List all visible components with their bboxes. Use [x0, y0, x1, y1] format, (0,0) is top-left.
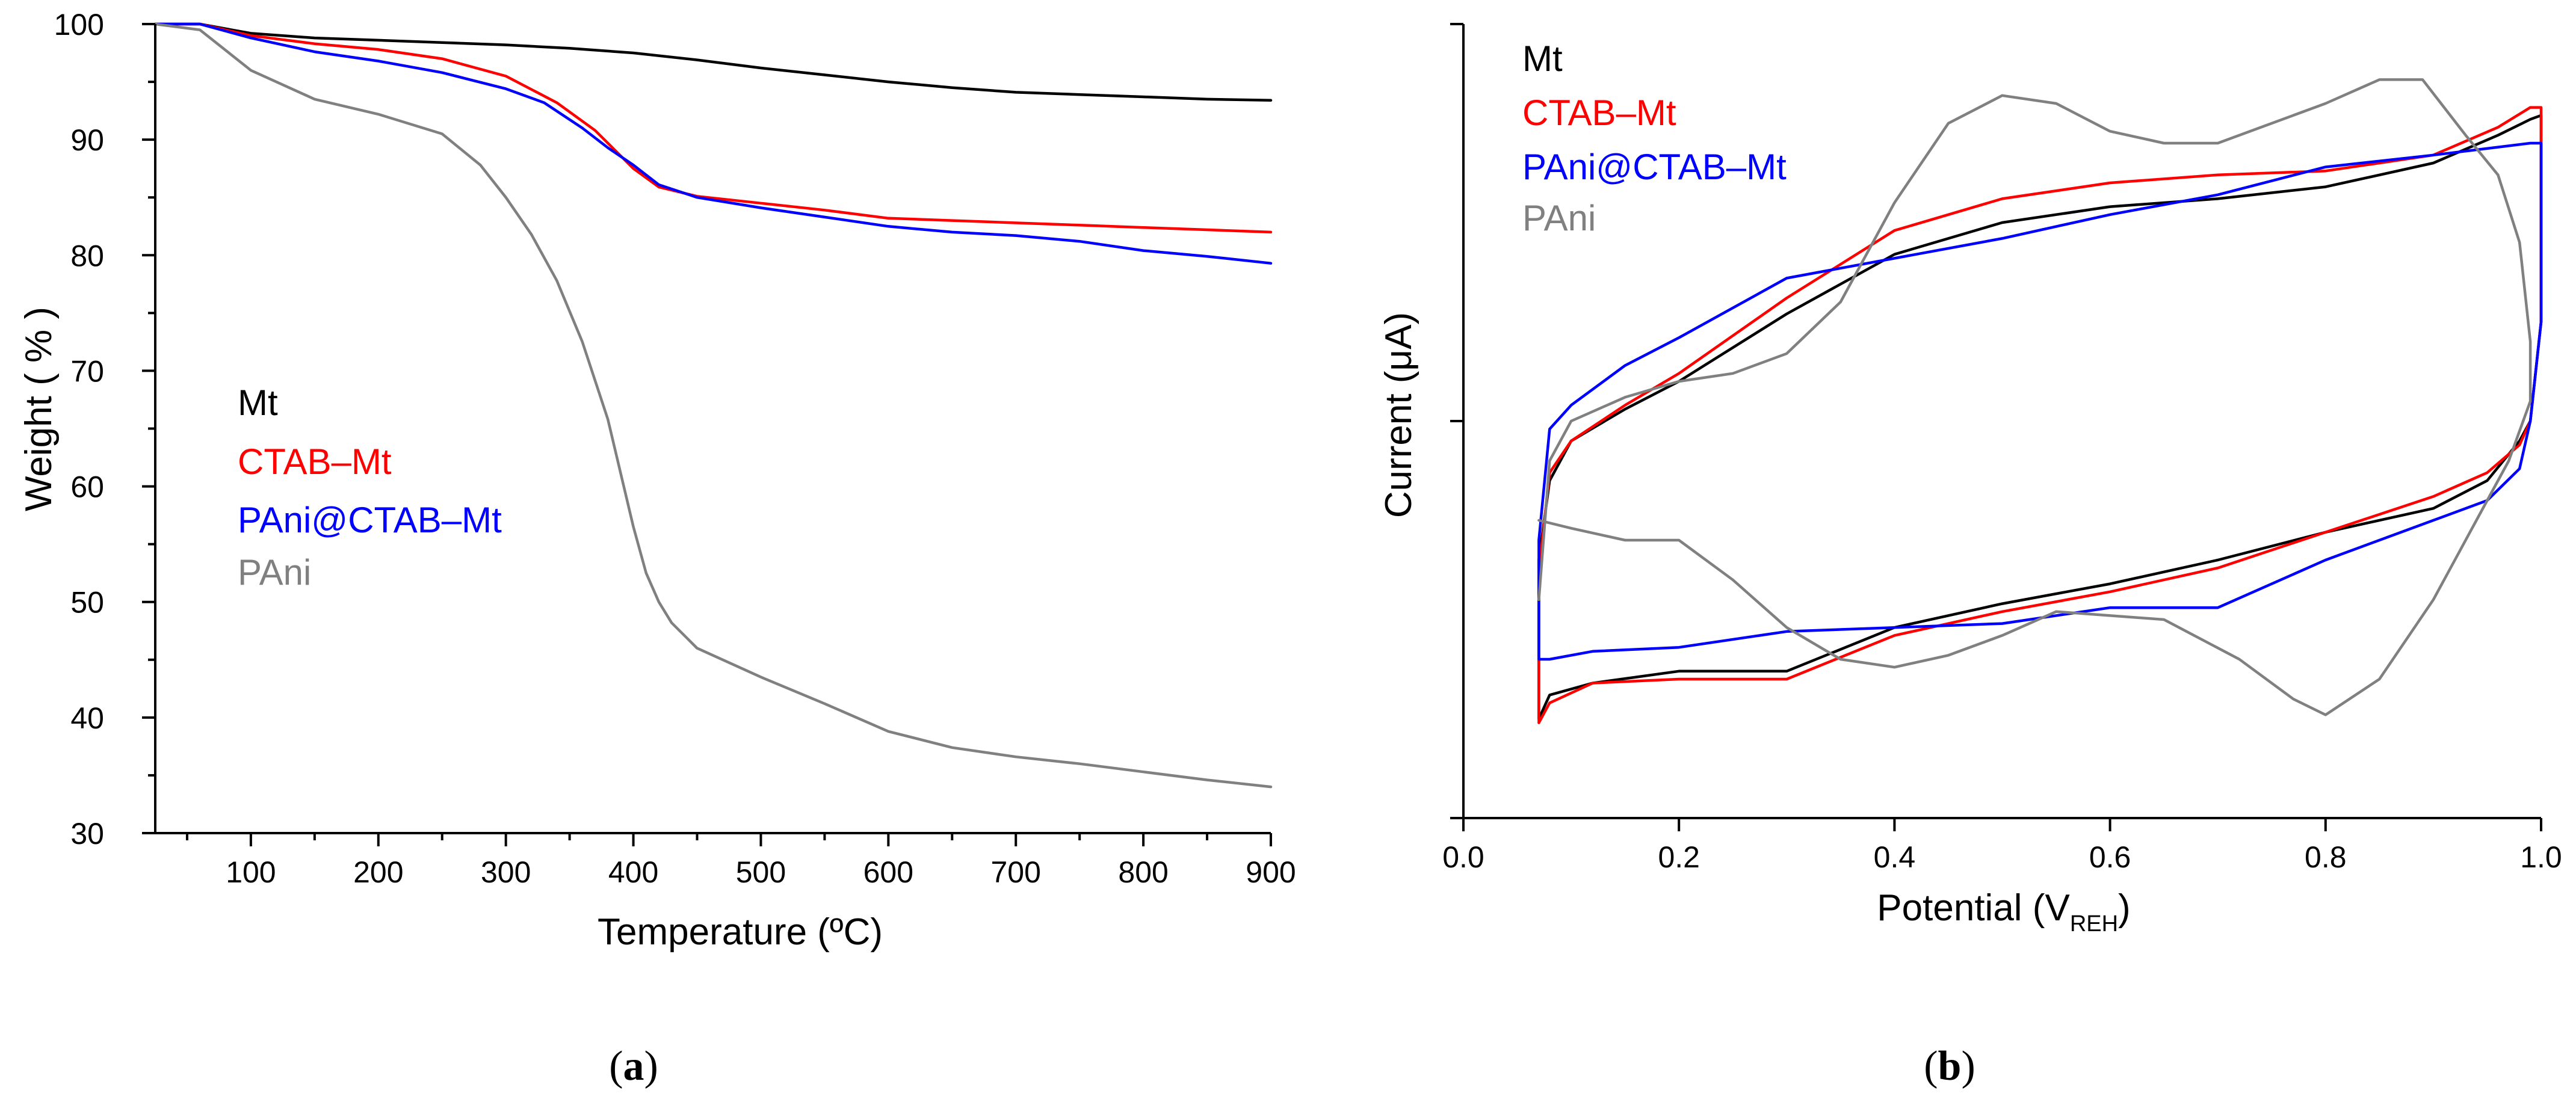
- panel-b-series-mt: [1537, 114, 2543, 721]
- panel-a-tga-chart: 100 200 300 400 500 600 700 800 900 30 40 50 60 70 80…: [18, 8, 1296, 1089]
- panel-a-x-tick-label: 300: [481, 855, 531, 889]
- panel-b-series-pani: [1537, 78, 2532, 716]
- panel-a-x-tick-label: 200: [353, 855, 403, 889]
- panel-a-y-tick-label: 100: [54, 8, 104, 42]
- panel-a-series-pani: [153, 22, 1273, 789]
- panel-a-y-tick-label: 50: [70, 586, 104, 620]
- panel-b-series-ctab-mt: [1537, 106, 2543, 724]
- panel-b-legend-mt: Mt: [1522, 38, 1563, 79]
- panel-b-y-axis-title: Current (μA): [1378, 312, 1419, 518]
- panel-b-x-tick-label: 0.8: [2305, 840, 2347, 874]
- panel-b-legend: Mt CTAB–Mt PAni@CTAB–Mt PAni: [1522, 38, 1787, 238]
- panel-b-legend-pani-ctab-mt: PAni@CTAB–Mt: [1522, 147, 1787, 187]
- panel-a-x-tick-label: 500: [736, 855, 786, 889]
- panel-a-x-axis-title: Temperature (ºC): [598, 911, 883, 953]
- panel-a-legend-ctab-mt: CTAB–Mt: [238, 442, 392, 482]
- panel-a-series-mt: [153, 22, 1273, 102]
- panel-b-x-tick-label: 0.0: [1442, 840, 1484, 874]
- panel-a-x-tick-label: 600: [863, 855, 913, 889]
- panel-b-x-tick-label: 0.2: [1658, 840, 1700, 874]
- panel-b-series-group: [1537, 78, 2543, 724]
- panel-a-legend-mt: Mt: [238, 383, 278, 423]
- panel-b-cv-chart: 0.0 0.2 0.4 0.6 0.8 1.0 Potential (VREH) Curr…: [1378, 23, 2562, 1089]
- panel-a-y-ticks: 30 40 50 60 70 80 90 100: [54, 8, 155, 851]
- panel-a-x-tick-label: 900: [1246, 855, 1296, 889]
- panel-b-series-pani-ctab-mt: [1537, 141, 2543, 661]
- panel-a-series-group: [153, 22, 1273, 789]
- panel-a-x-tick-label: 100: [226, 855, 276, 889]
- panel-a-y-axis-title: Weight ( % ): [18, 307, 60, 511]
- panel-a-y-tick-label: 30: [70, 817, 104, 851]
- panel-a-y-tick-label: 90: [70, 123, 104, 157]
- panel-a-x-tick-label: 700: [991, 855, 1041, 889]
- panel-a-legend-pani: PAni: [238, 552, 311, 593]
- panel-a-x-ticks: 100 200 300 400 500 600 700 800 900: [185, 833, 1296, 889]
- panel-a-y-tick-label: 70: [70, 354, 104, 388]
- panel-a-y-tick-label: 60: [70, 470, 104, 504]
- panel-b-axes: [1462, 24, 2541, 819]
- panel-a-caption: (a): [609, 1043, 658, 1089]
- panel-a-axes: [154, 24, 1271, 834]
- panel-b-x-tick-label: 0.4: [1874, 840, 1916, 874]
- panel-b-y-ticks: [1450, 23, 1463, 819]
- panel-a-legend-pani-ctab-mt: PAni@CTAB–Mt: [238, 500, 502, 540]
- panel-a-series-ctab-mt: [153, 22, 1273, 234]
- panel-a-legend: Mt CTAB–Mt PAni@CTAB–Mt PAni: [238, 383, 502, 593]
- panel-a-x-tick-label: 800: [1118, 855, 1168, 889]
- panel-a-x-tick-label: 400: [608, 855, 658, 889]
- panel-b-legend-pani: PAni: [1522, 198, 1596, 238]
- panel-b-x-tick-label: 1.0: [2520, 840, 2562, 874]
- panel-a-y-tick-label: 80: [70, 239, 104, 272]
- panel-a-y-tick-label: 40: [70, 701, 104, 735]
- panel-b-x-axis-title: Potential (VREH): [1877, 887, 2130, 937]
- panel-a-series-pani-ctab-mt: [153, 22, 1273, 265]
- panel-b-x-tick-label: 0.6: [2089, 840, 2131, 874]
- panel-b-legend-ctab-mt: CTAB–Mt: [1522, 93, 1676, 133]
- panel-b-x-ticks: 0.0 0.2 0.4 0.6 0.8 1.0: [1442, 818, 2562, 874]
- panel-b-caption: (b): [1924, 1043, 1975, 1089]
